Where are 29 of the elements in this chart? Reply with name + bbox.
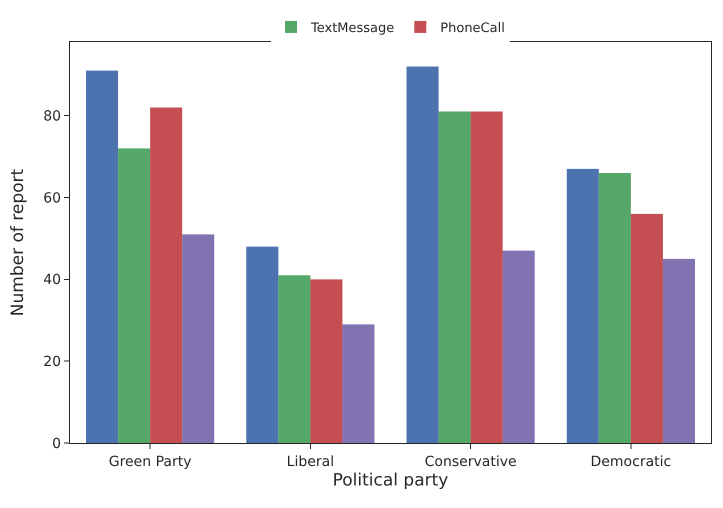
bar xyxy=(470,112,503,443)
y-tick-label: 40 xyxy=(43,272,62,288)
y-tick-label: 0 xyxy=(52,436,62,452)
bar xyxy=(630,214,663,443)
x-tick-label: Democratic xyxy=(590,454,672,470)
bar xyxy=(438,112,471,443)
y-tick-label: 60 xyxy=(43,190,62,206)
y-tick-label: 20 xyxy=(43,354,62,370)
bar xyxy=(342,324,374,443)
x-tick-label: Conservative xyxy=(424,454,517,470)
x-tick-label: Green Party xyxy=(108,454,192,470)
bar xyxy=(566,168,599,443)
y-axis-title: Number of report xyxy=(8,168,28,316)
bar xyxy=(278,275,310,443)
bar xyxy=(150,107,182,443)
bar xyxy=(246,246,278,443)
x-tick-label: Liberal xyxy=(286,454,334,470)
bar xyxy=(502,250,535,443)
bar xyxy=(118,148,150,443)
bar xyxy=(662,258,695,443)
bar xyxy=(182,234,214,443)
y-tick-label: 80 xyxy=(43,108,62,125)
x-axis-title: Political party xyxy=(332,470,448,490)
legend-label: TextMessage xyxy=(310,21,394,36)
bar xyxy=(598,172,631,443)
bar xyxy=(406,66,439,443)
legend-label: PhoneCall xyxy=(440,21,505,36)
bar xyxy=(310,279,342,443)
bar xyxy=(86,70,118,443)
